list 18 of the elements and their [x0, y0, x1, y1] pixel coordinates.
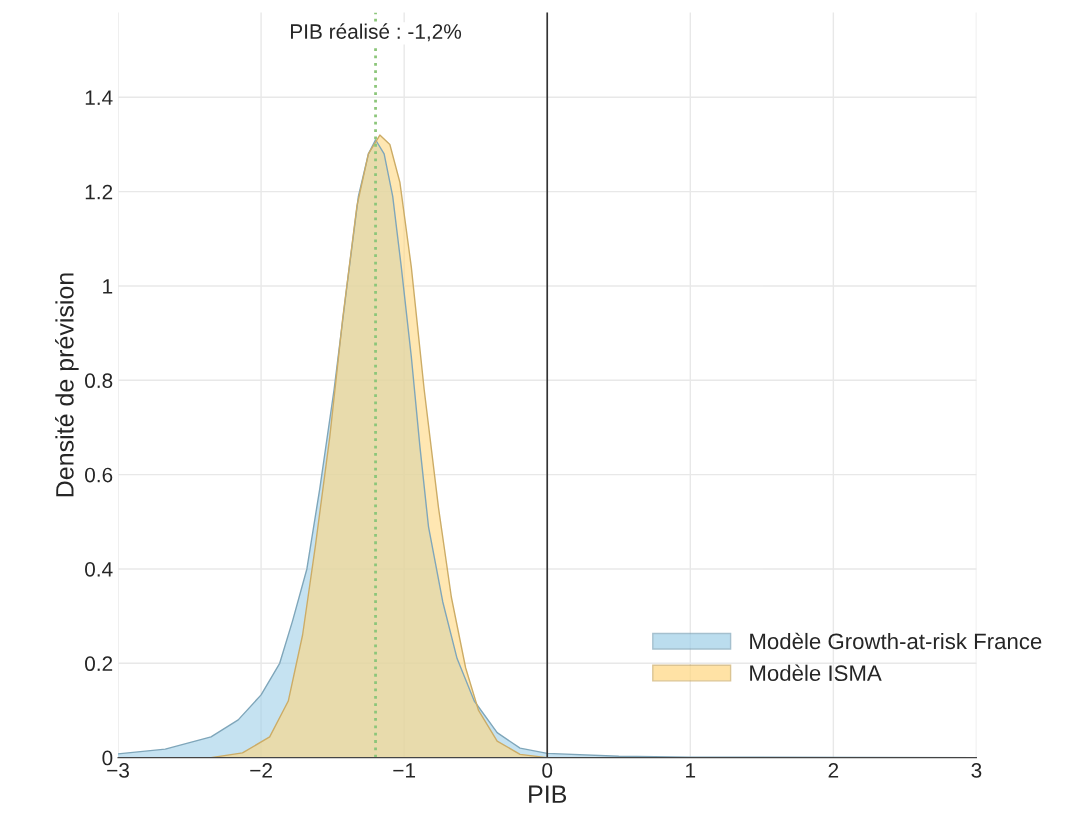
- y-tick-label: 0.4: [85, 561, 113, 577]
- y-tick-label: 1.2: [85, 184, 113, 200]
- y-axis-title: Densité de prévision: [55, 273, 79, 497]
- x-tick-label: 2: [828, 763, 839, 778]
- y-tick-label: 1.4: [85, 90, 113, 105]
- x-tick-label: −2: [250, 763, 272, 778]
- y-tick-label: 0.2: [85, 656, 113, 672]
- ref-line-label: PIB réalisé : -1,2%: [291, 23, 462, 42]
- y-tick-label: 1: [103, 279, 113, 294]
- x-tick-label: 3: [971, 763, 982, 778]
- y-tick-label: 0.8: [85, 373, 113, 389]
- x-tick-label: 0: [542, 763, 553, 778]
- y-tick-label: 0.6: [85, 467, 113, 483]
- legend-label: Modèle Growth-at-risk France: [750, 632, 1042, 650]
- x-tick-label: −1: [393, 763, 416, 778]
- x-axis-title: PIB: [529, 785, 567, 803]
- legend-label: Modèle ISMA: [750, 664, 882, 682]
- x-tick-label: 1: [686, 763, 696, 778]
